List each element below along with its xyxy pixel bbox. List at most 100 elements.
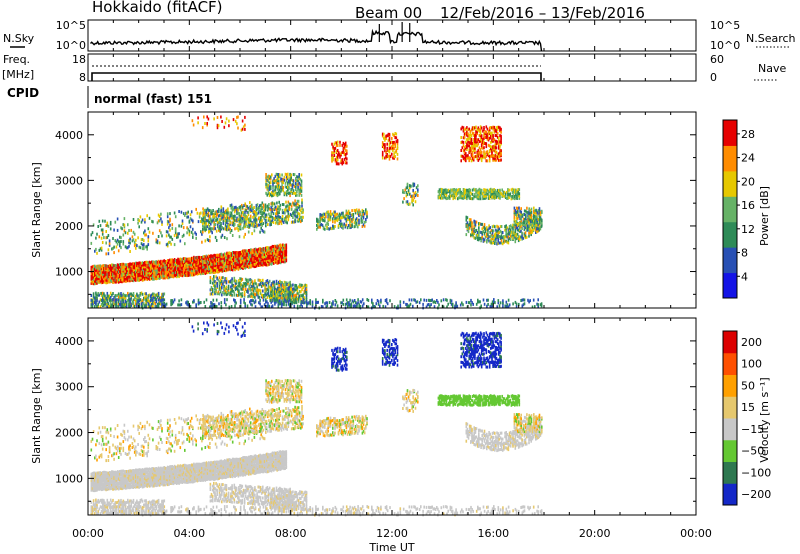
power-cell: [209, 268, 211, 272]
power-cell: [273, 290, 276, 294]
power-cell: [141, 278, 144, 282]
power-cell: [266, 260, 268, 264]
power-cell: [475, 188, 477, 192]
power-cell: [301, 201, 303, 205]
power-cell: [362, 210, 365, 213]
power-cell: [250, 253, 252, 257]
power-cell: [120, 226, 122, 230]
power-cell: [120, 236, 122, 240]
power-cell: [96, 293, 98, 297]
power-cell: [335, 149, 338, 153]
power-cell: [95, 247, 97, 251]
power-cell: [339, 219, 342, 223]
power-cell: [222, 253, 225, 257]
power-cell: [120, 263, 122, 266]
power-cell: [513, 215, 516, 219]
power-cell: [499, 196, 501, 200]
power-cell: [291, 191, 294, 195]
power-cell: [285, 258, 288, 262]
power-cell: [178, 224, 180, 228]
power-cell: [263, 283, 265, 287]
power-cell: [151, 293, 153, 297]
power-cell: [461, 154, 464, 158]
power-cell: [344, 153, 347, 157]
power-cell: [125, 277, 128, 281]
power-cell: [360, 214, 363, 218]
power-cell: [153, 292, 155, 296]
power-cell: [211, 254, 213, 258]
power-cell: [261, 228, 264, 232]
freq-label: Freq.: [3, 53, 30, 66]
power-cell: [521, 231, 523, 235]
power-cell: [249, 205, 251, 209]
power-cell: [213, 264, 216, 268]
power-cell: [526, 206, 528, 210]
power-cell: [111, 276, 113, 280]
power-cell: [186, 231, 188, 235]
power-cell: [146, 263, 148, 267]
power-cell: [226, 262, 228, 266]
power-cell: [260, 218, 262, 222]
power-cell: [273, 208, 276, 212]
power-cell: [447, 195, 450, 199]
power-cell: [168, 265, 170, 269]
power-cell: [265, 219, 268, 223]
power-cell: [233, 216, 236, 220]
power-cell: [487, 194, 490, 198]
power-cell: [275, 296, 277, 299]
power-cell: [222, 267, 225, 271]
power-cell: [109, 302, 112, 306]
power-cell: [413, 192, 416, 196]
power-cell: [204, 255, 207, 259]
power-cell: [457, 197, 459, 201]
power-cell: [122, 271, 125, 275]
power-cell: [267, 248, 269, 252]
power-cell: [202, 224, 204, 228]
power-cell: [292, 290, 294, 294]
power-cell: [467, 134, 469, 138]
power-cell: [297, 292, 300, 296]
power-cell: [347, 224, 350, 228]
power-cell: [301, 204, 303, 208]
power-cell: [337, 225, 340, 229]
power-cell: [231, 216, 234, 220]
power-cell: [387, 132, 390, 136]
power-cell: [333, 210, 335, 214]
power-cell: [198, 215, 201, 219]
power-cell: [273, 181, 275, 184]
power-cell: [222, 217, 225, 221]
power-cell: [288, 206, 291, 210]
power-cell: [268, 206, 270, 210]
power-cell: [495, 191, 498, 194]
power-cell: [208, 230, 211, 233]
power-cell: [203, 270, 205, 273]
power-cell: [269, 207, 271, 211]
power-cell: [143, 243, 145, 247]
power-cell: [242, 267, 244, 270]
power-cell: [441, 192, 443, 196]
power-cell: [256, 207, 259, 211]
power-cell: [124, 303, 127, 306]
power-cell: [220, 255, 223, 258]
power-cell: [450, 190, 452, 194]
power-cell: [109, 275, 112, 279]
power-cell: [156, 260, 159, 264]
power-cell: [278, 256, 281, 260]
power-cell: [299, 183, 302, 187]
power-cell: [274, 287, 277, 291]
power-cell: [467, 144, 469, 148]
power-cell: [135, 246, 137, 250]
power-cell: [220, 227, 223, 231]
power-cell: [239, 222, 242, 226]
power-cell: [515, 196, 517, 200]
power-cell: [362, 214, 365, 218]
power-cell: [181, 257, 184, 261]
power-cell: [106, 269, 109, 273]
power-cell: [215, 259, 218, 263]
power-cell: [212, 264, 215, 268]
power-cell: [223, 269, 226, 272]
power-cell: [216, 282, 218, 285]
power-cell: [181, 235, 184, 238]
power-cell: [271, 173, 273, 177]
power-cell: [246, 206, 249, 210]
